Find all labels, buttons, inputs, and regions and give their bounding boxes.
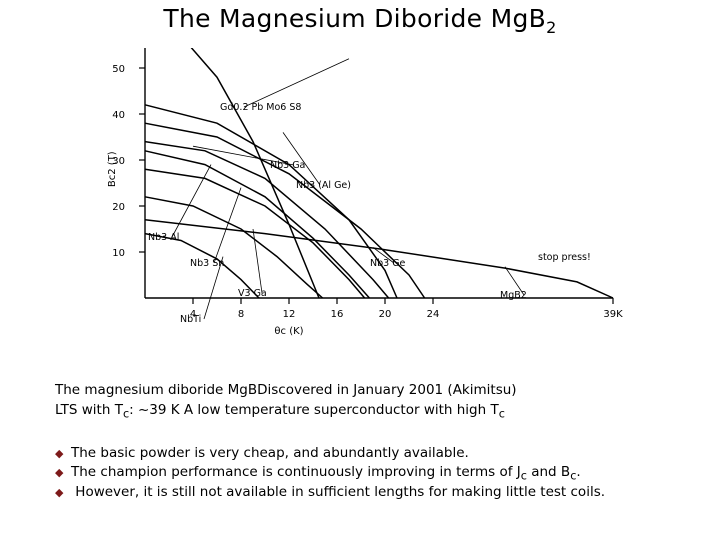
chart-axes: 102030405060481216202439Kθc (K)Bc2 (T) bbox=[107, 48, 623, 337]
label-pointer bbox=[282, 132, 321, 186]
label-pointer bbox=[203, 256, 224, 320]
series-line bbox=[144, 168, 366, 299]
bullet-item: ◆ However, it is still not available in … bbox=[55, 484, 606, 500]
series-label: Nb3 Ge bbox=[370, 258, 406, 269]
label-pointer bbox=[372, 247, 395, 264]
y-tick-label: 20 bbox=[112, 202, 125, 213]
chart-curves bbox=[144, 48, 614, 299]
y-tick-label: 40 bbox=[112, 110, 125, 121]
y-tick-label: 30 bbox=[112, 156, 125, 167]
series-label: Nb3 Ga bbox=[270, 160, 305, 171]
diamond-bullet-icon: ◆ bbox=[55, 447, 64, 460]
series-line bbox=[144, 196, 324, 299]
label-pointer bbox=[252, 228, 263, 294]
x-tick-label: 12 bbox=[283, 309, 296, 320]
series-label: NbTi bbox=[180, 314, 201, 325]
bullet-item: ◆ The champion performance is continuousl… bbox=[55, 464, 581, 483]
series-label: MgB2 bbox=[500, 290, 527, 301]
series-label: Nb3 (Al Ge) bbox=[296, 180, 351, 191]
series-label: V3 Ga bbox=[238, 288, 267, 299]
series-line bbox=[144, 104, 398, 299]
intro-line-2: LTS with Tc: ~39 K A low temperature sup… bbox=[55, 402, 505, 421]
bullet-item: ◆ The basic powder is very cheap, and abu… bbox=[55, 445, 469, 461]
series-line bbox=[144, 219, 614, 299]
series-label: Nb3 Al bbox=[148, 232, 179, 243]
x-tick-label: 39K bbox=[603, 309, 623, 320]
label-pointer bbox=[243, 58, 350, 108]
x-tick-label: 16 bbox=[331, 309, 344, 320]
x-axis-label: θc (K) bbox=[274, 326, 303, 337]
series-line bbox=[144, 140, 390, 299]
page-title: The Magnesium Diboride MgB2 bbox=[163, 4, 557, 37]
diamond-bullet-icon: ◆ bbox=[55, 466, 64, 479]
x-tick-label: 4 bbox=[190, 309, 196, 320]
series-line bbox=[144, 232, 260, 299]
chart-labels: Gd0.2 Pb Mo6 S8 Nb3 Ga Nb3 (Al Ge) Nb3 Al Nb… bbox=[148, 58, 591, 325]
series-label: Nb3 Sn bbox=[190, 258, 224, 269]
x-tick-label: 24 bbox=[427, 309, 440, 320]
x-tick-label: 20 bbox=[379, 309, 392, 320]
y-axis-label: Bc2 (T) bbox=[107, 151, 118, 187]
y-tick-label: 10 bbox=[112, 248, 125, 259]
x-tick-label: 8 bbox=[238, 309, 244, 320]
y-tick-label: 50 bbox=[112, 64, 125, 75]
chart-annotation: stop press! bbox=[538, 252, 591, 263]
series-line bbox=[144, 122, 426, 299]
label-pointer bbox=[213, 187, 242, 264]
series-label: Gd0.2 Pb Mo6 S8 bbox=[220, 102, 301, 113]
series-line bbox=[190, 48, 320, 299]
diamond-bullet-icon: ◆ bbox=[55, 486, 64, 499]
label-pointer bbox=[192, 145, 295, 166]
critical-field-chart: 102030405060481216202439Kθc (K)Bc2 (T) G… bbox=[107, 48, 623, 337]
label-pointer bbox=[504, 266, 525, 296]
series-line bbox=[144, 150, 370, 299]
intro-line-1: The magnesium diboride MgBDiscovered in … bbox=[55, 382, 517, 398]
label-pointer bbox=[171, 164, 212, 238]
